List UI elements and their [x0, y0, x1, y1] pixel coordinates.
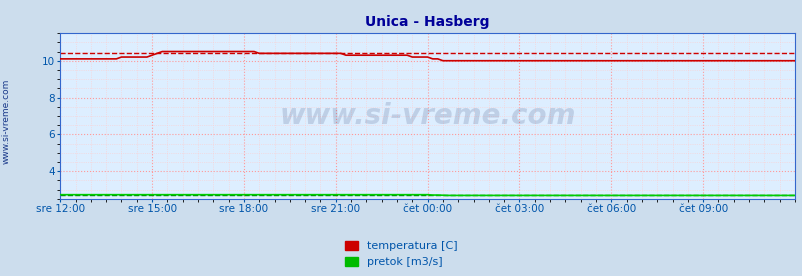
Text: www.si-vreme.com: www.si-vreme.com	[279, 102, 575, 130]
Title: Unica - Hasberg: Unica - Hasberg	[365, 15, 489, 29]
Text: www.si-vreme.com: www.si-vreme.com	[2, 79, 11, 164]
Legend: temperatura [C], pretok [m3/s]: temperatura [C], pretok [m3/s]	[342, 237, 460, 270]
